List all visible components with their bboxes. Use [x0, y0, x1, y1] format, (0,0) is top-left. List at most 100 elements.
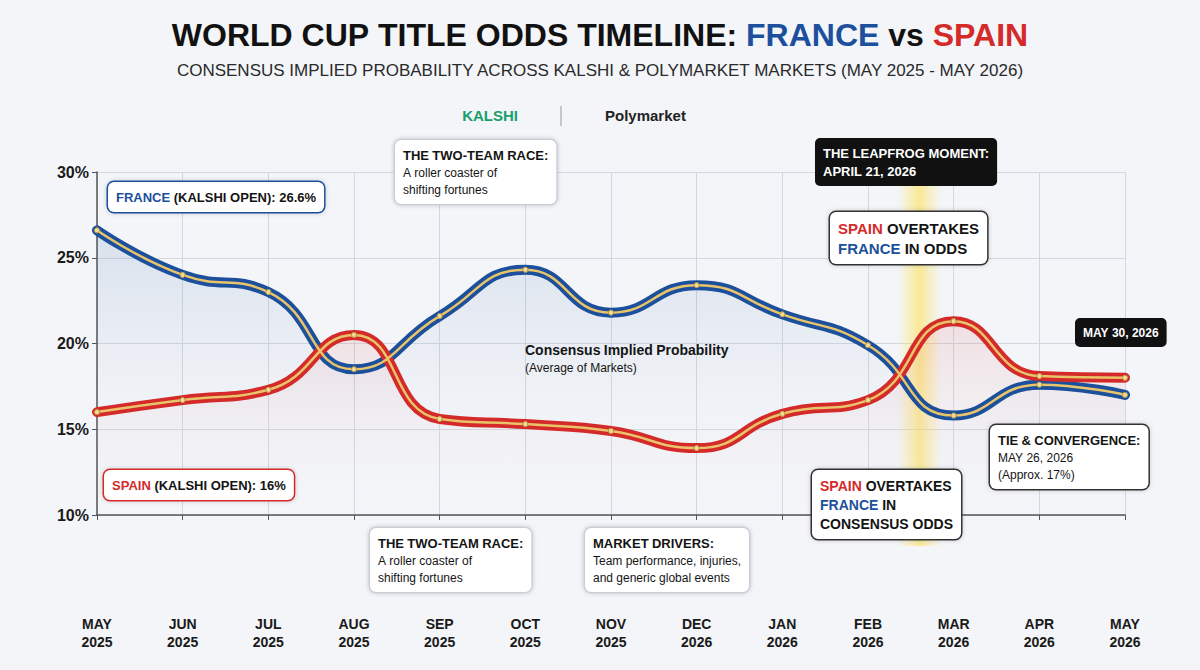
svg-text:roller: roller	[414, 166, 441, 180]
svg-text:2025: 2025	[167, 634, 198, 650]
svg-text:MOMENT:: MOMENT:	[928, 146, 989, 161]
svg-text:16%: 16%	[260, 478, 286, 493]
svg-text:2026: 2026	[1046, 451, 1073, 465]
svg-text:(KALSHI: (KALSHI	[174, 190, 227, 205]
svg-text:SPAIN: SPAIN	[820, 478, 862, 494]
svg-text:10%: 10%	[57, 507, 89, 524]
svg-text:2026: 2026	[852, 634, 883, 650]
svg-text:THE: THE	[378, 536, 404, 551]
svg-text:2025: 2025	[253, 634, 284, 650]
svg-text:A: A	[403, 166, 411, 180]
svg-text:FRANCE: FRANCE	[838, 240, 901, 257]
svg-text:17%): 17%)	[1047, 468, 1075, 482]
svg-text:FRANCE: FRANCE	[820, 497, 878, 513]
svg-text:APR: APR	[1025, 616, 1055, 632]
svg-text:IN: IN	[905, 240, 920, 257]
svg-text:MAY: MAY	[998, 451, 1023, 465]
svg-text:AUG: AUG	[338, 616, 369, 632]
svg-text:25%: 25%	[57, 249, 89, 266]
svg-text:CONSENSUS: CONSENSUS	[820, 516, 909, 532]
svg-text:2025: 2025	[510, 634, 541, 650]
svg-text:30%: 30%	[57, 164, 89, 181]
svg-text:SPAIN: SPAIN	[933, 17, 1028, 53]
svg-text:fortunes: fortunes	[419, 571, 462, 585]
svg-text:SPAIN: SPAIN	[112, 478, 151, 493]
svg-text:roller: roller	[389, 554, 416, 568]
svg-text:NOV: NOV	[596, 616, 627, 632]
svg-text:KALSHI: KALSHI	[462, 107, 518, 124]
svg-text:Team: Team	[593, 554, 622, 568]
svg-text:2026: 2026	[1024, 634, 1055, 650]
svg-text:global: global	[659, 571, 691, 585]
svg-text:shifting: shifting	[403, 183, 441, 197]
svg-text:20%: 20%	[57, 335, 89, 352]
svg-text:performance,: performance,	[626, 554, 697, 568]
svg-text:MARKET: MARKET	[593, 536, 649, 551]
svg-text:2026: 2026	[681, 634, 712, 650]
svg-text:26,: 26,	[1026, 451, 1043, 465]
svg-text:(Approx.: (Approx.	[998, 468, 1043, 482]
svg-text:(Average: (Average	[525, 361, 574, 375]
svg-text:Implied: Implied	[604, 342, 653, 358]
svg-text:coaster: coaster	[419, 554, 458, 568]
svg-text:TWO-TEAM: TWO-TEAM	[407, 536, 478, 551]
svg-text:2026: 2026	[767, 634, 798, 650]
svg-text:JUN: JUN	[169, 616, 197, 632]
svg-text:DEC: DEC	[682, 616, 712, 632]
svg-text:LEAPFROG: LEAPFROG	[853, 146, 925, 161]
svg-text:MAY: MAY	[1083, 326, 1109, 340]
svg-text:APRIL: APRIL	[823, 164, 862, 179]
svg-text:IN: IN	[882, 497, 896, 513]
svg-text:2026: 2026	[1132, 326, 1159, 340]
svg-text:2025: 2025	[81, 634, 112, 650]
svg-text:and: and	[593, 571, 613, 585]
svg-text:A: A	[378, 554, 386, 568]
svg-text:fortunes: fortunes	[444, 183, 487, 197]
svg-text:2025: 2025	[338, 634, 369, 650]
svg-text:OVERTAKES: OVERTAKES	[887, 220, 979, 237]
svg-text:MAY: MAY	[1110, 616, 1140, 632]
svg-text:OVERTAKES: OVERTAKES	[866, 478, 952, 494]
svg-text:SEP: SEP	[426, 616, 454, 632]
svg-text:coaster: coaster	[444, 166, 483, 180]
svg-text:injuries,: injuries,	[700, 554, 741, 568]
svg-text:30,: 30,	[1112, 326, 1129, 340]
svg-text:26.6%: 26.6%	[279, 190, 316, 205]
svg-text:vs: vs	[888, 17, 924, 53]
svg-text:THE: THE	[403, 148, 429, 163]
svg-text:2026: 2026	[938, 634, 969, 650]
svg-text:ODDS: ODDS	[476, 17, 568, 53]
svg-text:Polymarket: Polymarket	[605, 107, 686, 124]
svg-text:(KALSHI: (KALSHI	[154, 478, 207, 493]
svg-text:generic: generic	[616, 571, 655, 585]
svg-text:2025: 2025	[424, 634, 455, 650]
svg-text:CUP: CUP	[302, 17, 370, 53]
svg-text:ODDS: ODDS	[924, 240, 967, 257]
svg-text:THE: THE	[823, 146, 849, 161]
svg-text:15%: 15%	[57, 421, 89, 438]
svg-text:events: events	[694, 571, 729, 585]
svg-text:ODDS: ODDS	[913, 516, 953, 532]
svg-text:2026: 2026	[1109, 634, 1140, 650]
svg-text:TIE: TIE	[998, 433, 1019, 448]
svg-text:Consensus: Consensus	[525, 342, 601, 358]
svg-text:SPAIN: SPAIN	[838, 220, 883, 237]
svg-text:2026: 2026	[887, 164, 916, 179]
svg-text:TIMELINE:: TIMELINE:	[577, 17, 737, 53]
svg-text:TWO-TEAM: TWO-TEAM	[432, 148, 503, 163]
svg-text:FEB: FEB	[854, 616, 882, 632]
svg-text:CONSENSUS IMPLIED PROBABILITY: CONSENSUS IMPLIED PROBABILITY ACROSS KAL…	[177, 61, 1023, 80]
svg-text:RACE:: RACE:	[482, 536, 523, 551]
svg-text:JUL: JUL	[255, 616, 282, 632]
svg-text:of: of	[487, 166, 498, 180]
svg-text:MAR: MAR	[938, 616, 970, 632]
svg-text:OPEN):: OPEN):	[211, 478, 257, 493]
svg-text:2025: 2025	[595, 634, 626, 650]
svg-text:OPEN):: OPEN):	[230, 190, 276, 205]
svg-text:JAN: JAN	[768, 616, 796, 632]
svg-text:FRANCE: FRANCE	[116, 190, 170, 205]
svg-text:CONVERGENCE:: CONVERGENCE:	[1034, 433, 1140, 448]
svg-text:OCT: OCT	[511, 616, 541, 632]
svg-text:&: &	[1022, 433, 1031, 448]
svg-text:RACE:: RACE:	[507, 148, 548, 163]
